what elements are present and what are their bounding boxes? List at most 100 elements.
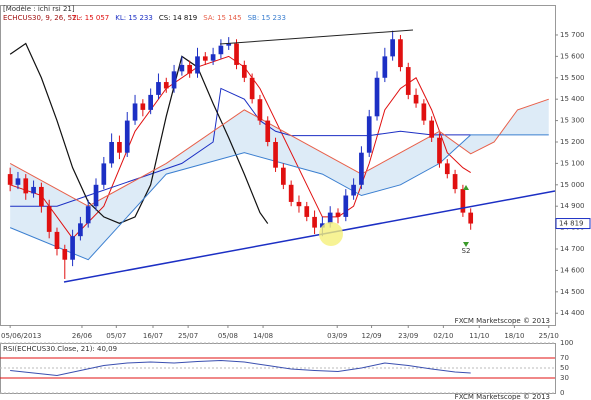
y-tick-label: 15 500 bbox=[560, 74, 585, 82]
y-tick-label: 14 600 bbox=[560, 266, 585, 274]
candle-body bbox=[320, 223, 325, 228]
candle-body bbox=[234, 43, 239, 65]
y-tick-label: 15 000 bbox=[560, 181, 585, 189]
x-tick-label: 12/09 bbox=[361, 332, 381, 340]
trend-line bbox=[219, 29, 414, 45]
x-tick-label: 05/06/2013 bbox=[1, 332, 41, 340]
price-label: 14 819 bbox=[559, 220, 584, 228]
x-tick-label: 23/09 bbox=[398, 332, 418, 340]
candle-body bbox=[93, 184, 99, 207]
candle-body bbox=[46, 206, 52, 232]
candle-body bbox=[452, 174, 458, 190]
candle-body bbox=[374, 77, 380, 117]
candle-body bbox=[398, 39, 403, 68]
chart-title: [Modèle : ichi rsi 21] bbox=[3, 5, 75, 13]
rsi-tick-label: 50 bbox=[560, 364, 569, 372]
candle-body bbox=[265, 120, 271, 142]
candle-body bbox=[413, 94, 419, 104]
indicator-line bbox=[9, 55, 471, 240]
candle-body bbox=[124, 120, 130, 153]
legend-entry: TL: 15 057 bbox=[71, 14, 109, 22]
y-tick-label: 14 900 bbox=[560, 202, 585, 210]
candle-body bbox=[335, 212, 341, 217]
candle-body bbox=[117, 141, 122, 153]
x-tick-label: 11/10 bbox=[469, 332, 489, 340]
highlight bbox=[319, 222, 343, 246]
footer: FXCM Marketscope © 2013 bbox=[455, 393, 550, 400]
candle-body bbox=[281, 167, 286, 185]
arrow-icon bbox=[463, 242, 469, 247]
candle-body bbox=[327, 212, 333, 224]
candle-body bbox=[109, 141, 114, 164]
legend-entry: SA: 15 145 bbox=[203, 14, 241, 22]
candle-body bbox=[241, 64, 247, 78]
indicator-line bbox=[10, 87, 471, 207]
y-tick-label: 14 400 bbox=[560, 309, 585, 317]
y-tick-label: 15 700 bbox=[560, 31, 585, 39]
candle-body bbox=[202, 56, 208, 61]
trend-line bbox=[63, 190, 556, 283]
y-tick-label: 15 100 bbox=[560, 159, 585, 167]
candle-body bbox=[156, 82, 161, 95]
candle-body bbox=[343, 195, 349, 217]
x-tick-label: 16/07 bbox=[143, 332, 163, 340]
legend-entry: SB: 15 233 bbox=[248, 14, 286, 22]
candle-body bbox=[288, 184, 294, 202]
rsi-tick-label: 70 bbox=[560, 354, 569, 362]
candle-body bbox=[132, 103, 138, 121]
candle-body bbox=[163, 82, 169, 89]
candle-body bbox=[70, 236, 75, 260]
candle-body bbox=[187, 64, 193, 74]
candle-body bbox=[226, 43, 232, 46]
indicator-line bbox=[9, 134, 549, 261]
indicator-line bbox=[9, 42, 269, 224]
candle-body bbox=[85, 206, 91, 224]
x-tick-label: 03/09 bbox=[327, 332, 347, 340]
rsi-tick-label: 100 bbox=[560, 339, 573, 347]
rsi-tick-label: 0 bbox=[560, 389, 564, 397]
rsi-title: RSI(ECHCUS30.Close, 21): 40,09 bbox=[3, 345, 117, 353]
candle-body bbox=[444, 163, 450, 175]
instrument: ECHCUS30, 9, 26, 52 - bbox=[3, 14, 82, 22]
candle-body bbox=[101, 163, 107, 185]
x-tick-label: 25/07 bbox=[178, 332, 198, 340]
candle-body bbox=[312, 216, 317, 228]
candle-body bbox=[273, 141, 278, 168]
candle-body bbox=[437, 137, 442, 164]
candle-body bbox=[429, 120, 435, 138]
candle-body bbox=[359, 152, 364, 185]
candle-body bbox=[304, 206, 310, 217]
candle-body bbox=[148, 94, 153, 110]
legend-entry: CS: 14 819 bbox=[159, 14, 197, 22]
y-tick-label: 15 200 bbox=[560, 138, 585, 146]
candle-body bbox=[210, 54, 216, 61]
y-tick-label: 15 600 bbox=[560, 52, 585, 60]
candle-body bbox=[179, 64, 185, 72]
cloud bbox=[10, 99, 549, 260]
x-tick-label: 26/06 bbox=[72, 332, 93, 340]
arrow-icon bbox=[463, 185, 469, 190]
rsi-tick-label: 30 bbox=[560, 374, 569, 382]
candle-body bbox=[249, 77, 255, 100]
candle-body bbox=[460, 189, 466, 213]
x-tick-label: 25/10 bbox=[539, 332, 559, 340]
candle-body bbox=[405, 67, 411, 95]
y-tick-label: 15 400 bbox=[560, 95, 585, 103]
candle-body bbox=[218, 45, 224, 55]
y-tick-label: 15 300 bbox=[560, 117, 585, 125]
candle-body bbox=[382, 56, 388, 78]
annotation: S2 bbox=[462, 247, 471, 255]
candle-body bbox=[351, 184, 356, 196]
candle-body bbox=[390, 39, 395, 57]
candle-body bbox=[171, 71, 177, 89]
candle-body bbox=[468, 212, 474, 224]
indicator-line bbox=[9, 98, 549, 207]
rsi-line bbox=[10, 359, 471, 377]
candle-body bbox=[31, 186, 36, 194]
y-tick-label: 14 500 bbox=[560, 288, 585, 296]
candle-body bbox=[140, 103, 146, 110]
price-marker bbox=[555, 218, 591, 230]
y-tick-label: 14 700 bbox=[560, 245, 585, 253]
